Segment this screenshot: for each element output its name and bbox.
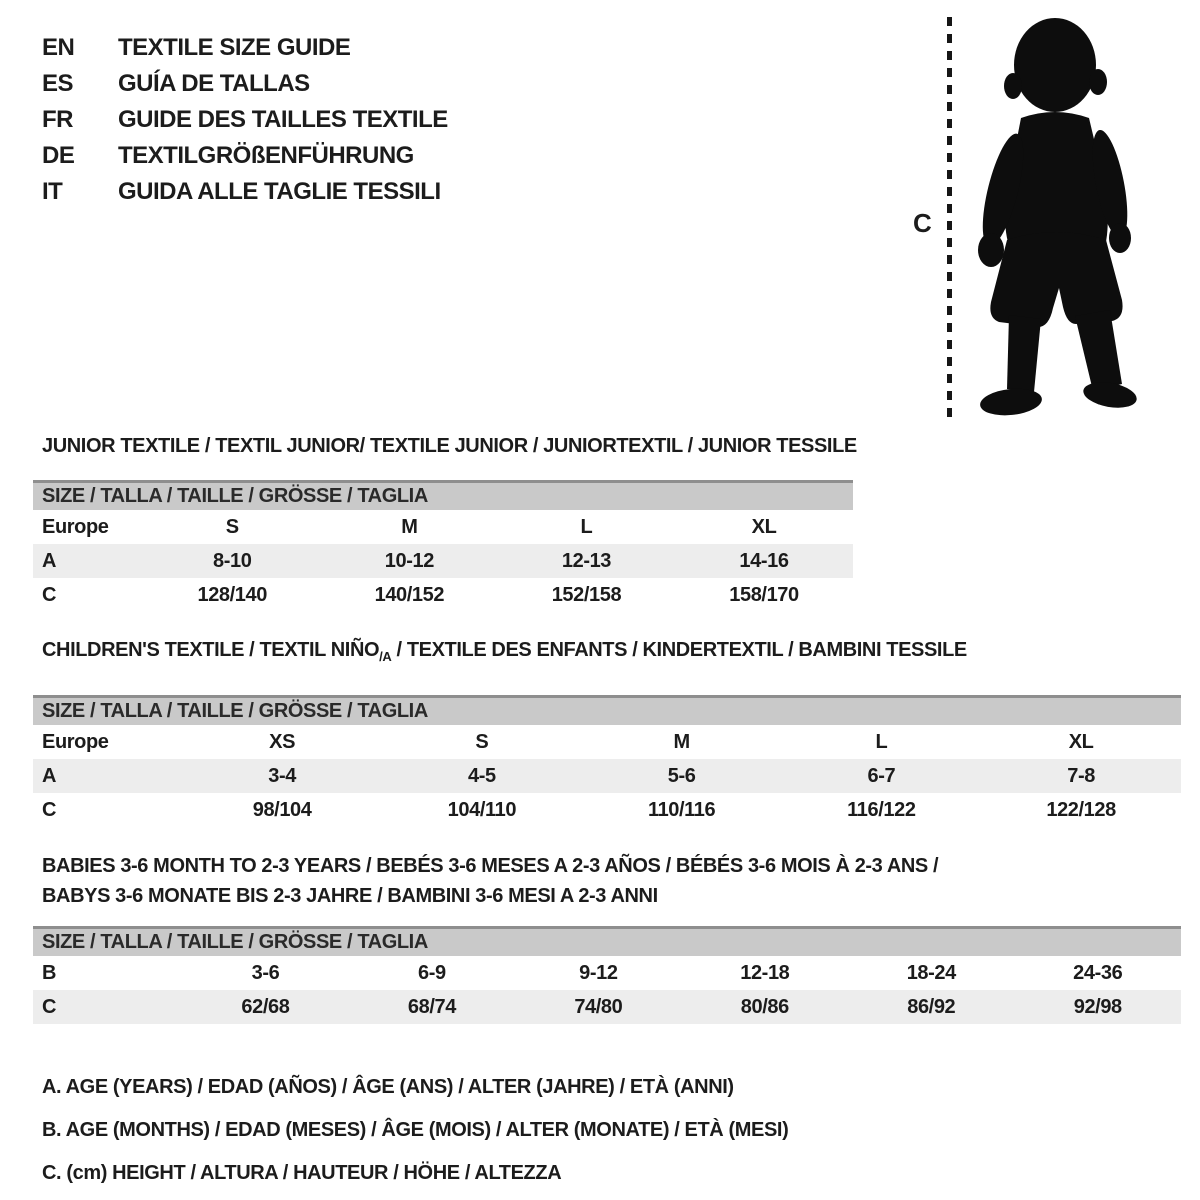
age-cell: 10-12 [320, 544, 498, 578]
section-junior-textile: JUNIOR TEXTILE / TEXTIL JUNIOR/ TEXTILE … [33, 434, 857, 612]
section-title: JUNIOR TEXTILE / TEXTIL JUNIOR/ TEXTILE … [42, 435, 857, 457]
size-header-label: SIZE / TALLA / TAILLE / GRÖSSE / TAGLIA [33, 926, 1181, 956]
size-cell: S [225, 515, 239, 538]
table-row-age: A 3-4 4-5 5-6 6-7 7-8 [33, 759, 1181, 793]
language-title-list: EN TEXTILE SIZE GUIDE ES GUÍA DE TALLAS … [42, 30, 448, 210]
table-row-europe: Europe XS S M L XL [33, 725, 1181, 759]
height-cell: 68/74 [348, 990, 516, 1024]
age-cell: 18-24 [906, 961, 957, 984]
measure-legend: A. AGE (YEARS) / EDAD (AÑOS) / ÂGE (ANS)… [42, 1066, 789, 1195]
row-label: Europe [42, 515, 109, 538]
size-cell: M [401, 515, 418, 538]
height-measure-figure: C [893, 12, 1178, 430]
row-label: Europe [42, 730, 109, 753]
table-row-height: C 128/140 140/152 152/158 158/170 [33, 578, 853, 612]
language-row: IT GUIDA ALLE TAGLIE TESSILI [42, 174, 448, 210]
language-code: DE [42, 142, 75, 169]
language-row: EN TEXTILE SIZE GUIDE [42, 30, 448, 66]
language-code: IT [42, 178, 63, 205]
table-row-age: A 8-10 10-12 12-13 14-16 [33, 544, 853, 578]
age-cell: 3-6 [251, 961, 280, 984]
height-dashed-line [947, 17, 952, 419]
height-cell: 98/104 [252, 798, 312, 821]
size-cell: XL [1068, 730, 1094, 753]
legend-item-b: B. AGE (MONTHS) / EDAD (MESES) / ÂGE (MO… [42, 1119, 789, 1141]
age-cell: 14-16 [675, 544, 853, 578]
height-cell: 158/170 [729, 583, 799, 606]
age-cell: 6-7 [781, 759, 982, 793]
height-cell: 140/152 [374, 583, 445, 606]
row-label: B [42, 961, 57, 984]
size-table-header: SIZE / TALLA / TAILLE / GRÖSSE / TAGLIA [33, 695, 1181, 725]
section-title: BABIES 3-6 MONTH TO 2-3 YEARS / BEBÉS 3-… [42, 855, 939, 907]
size-table-header: SIZE / TALLA / TAILLE / GRÖSSE / TAGLIA [33, 926, 1181, 956]
size-cell: L [580, 515, 593, 538]
height-cell: 74/80 [515, 990, 682, 1024]
legend-item-a: A. AGE (YEARS) / EDAD (AÑOS) / ÂGE (ANS)… [42, 1076, 734, 1098]
language-title: GUIDA ALLE TAGLIE TESSILI [118, 178, 441, 205]
height-cell: 116/122 [847, 798, 916, 821]
height-cell: 86/92 [848, 990, 1015, 1024]
section-title: CHILDREN'S TEXTILE / TEXTIL NIÑO/A / TEX… [42, 639, 967, 664]
size-cell: L [875, 730, 888, 753]
age-cell: 8-10 [143, 544, 321, 578]
age-cell: 5-6 [581, 759, 782, 793]
table-row-europe: Europe S M L XL [33, 510, 853, 544]
age-cell: 12-13 [497, 544, 676, 578]
height-cell: 128/140 [197, 583, 267, 606]
size-header-label: SIZE / TALLA / TAILLE / GRÖSSE / TAGLIA [33, 480, 853, 510]
age-cell: 12-18 [740, 961, 790, 984]
toddler-silhouette-icon [978, 18, 1137, 416]
height-cell: 92/98 [1014, 990, 1181, 1024]
size-cell: XS [269, 730, 296, 753]
size-cell: S [475, 730, 489, 753]
row-label: C [33, 990, 183, 1024]
babies-size-table: SIZE / TALLA / TAILLE / GRÖSSE / TAGLIA … [33, 926, 1181, 1024]
table-row-height: C 62/68 68/74 74/80 80/86 86/92 92/98 [33, 990, 1181, 1024]
legend-item-c: C. (cm) HEIGHT / ALTURA / HAUTEUR / HÖHE… [42, 1162, 562, 1184]
language-code: ES [42, 70, 74, 97]
row-label: A [33, 544, 144, 578]
language-title: GUÍA DE TALLAS [118, 70, 310, 97]
children-size-table: SIZE / TALLA / TAILLE / GRÖSSE / TAGLIA … [33, 695, 1181, 827]
row-label: C [42, 798, 57, 821]
height-cell: 80/86 [681, 990, 849, 1024]
size-header-label: SIZE / TALLA / TAILLE / GRÖSSE / TAGLIA [33, 695, 1181, 725]
junior-size-table: SIZE / TALLA / TAILLE / GRÖSSE / TAGLIA … [33, 480, 853, 612]
section-childrens-textile: CHILDREN'S TEXTILE / TEXTIL NIÑO/A / TEX… [33, 638, 1181, 827]
section-babies-textile: BABIES 3-6 MONTH TO 2-3 YEARS / BEBÉS 3-… [33, 851, 1181, 1024]
age-cell: 3-4 [182, 759, 382, 793]
age-cell: 9-12 [579, 961, 618, 984]
height-cell: 122/128 [1046, 798, 1116, 821]
row-label: C [42, 583, 57, 606]
height-cell: 104/110 [447, 798, 517, 821]
height-cell: 62/68 [182, 990, 349, 1024]
measure-label-c: C [913, 208, 932, 238]
language-code: EN [42, 34, 75, 61]
size-cell: XL [751, 515, 777, 538]
table-row-height: C 98/104 104/110 110/116 116/122 122/128 [33, 793, 1181, 827]
language-code: FR [42, 106, 74, 133]
row-label: A [33, 759, 183, 793]
language-title: TEXTILGRÖßENFÜHRUNG [118, 142, 414, 169]
height-cell: 152/158 [551, 583, 622, 606]
language-row: FR GUIDE DES TAILLES TEXTILE [42, 102, 448, 138]
age-cell: 4-5 [381, 759, 582, 793]
language-title: TEXTILE SIZE GUIDE [118, 34, 351, 61]
language-row: ES GUÍA DE TALLAS [42, 66, 448, 102]
language-row: DE TEXTILGRÖßENFÜHRUNG [42, 138, 448, 174]
height-cell: 110/116 [647, 798, 716, 821]
language-title: GUIDE DES TAILLES TEXTILE [118, 106, 448, 133]
age-cell: 24-36 [1073, 961, 1123, 984]
size-cell: M [673, 730, 690, 753]
age-cell: 6-9 [418, 961, 446, 984]
age-cell: 7-8 [981, 759, 1181, 793]
table-row-age-months: B 3-6 6-9 9-12 12-18 18-24 24-36 [33, 956, 1181, 990]
size-table-header: SIZE / TALLA / TAILLE / GRÖSSE / TAGLIA [33, 480, 853, 510]
